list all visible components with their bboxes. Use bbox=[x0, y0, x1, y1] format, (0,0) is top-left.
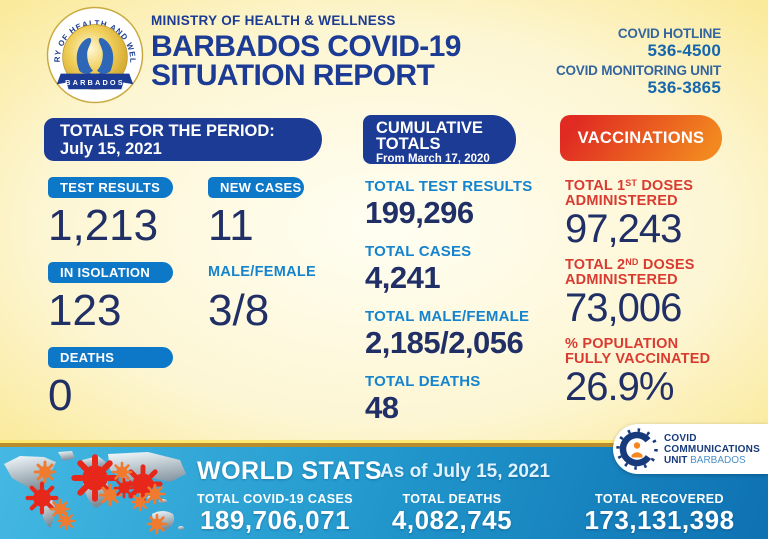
world-recovered-label: TOTAL RECOVERED bbox=[595, 492, 724, 506]
stat-second-doses: TOTAL 2ND DOSES ADMINISTERED 73,006 bbox=[565, 255, 735, 328]
stat-world-recovered: TOTAL RECOVERED 173,131,398 bbox=[572, 492, 747, 534]
ccu-unit-label: UNIT bbox=[664, 454, 688, 466]
second-doses-label-text: TOTAL 2 bbox=[565, 257, 626, 273]
ccu-barbados-label: BARBADOS bbox=[690, 454, 746, 466]
vaccination-stats: TOTAL 1ST DOSES ADMINISTERED 97,243 TOTA… bbox=[565, 176, 735, 413]
fully-vaccinated-label-line2: FULLY VACCINATED bbox=[565, 351, 711, 367]
stat-new-cases: NEW CASES 11 bbox=[208, 177, 304, 248]
report-title-line1: BARBADOS COVID-19 bbox=[151, 30, 461, 63]
contact-info: COVID HOTLINE 536-4500 COVID MONITORING … bbox=[556, 26, 721, 100]
cumulative-stats: TOTAL TEST RESULTS 199,296 TOTAL CASES 4… bbox=[365, 178, 560, 438]
ministry-of-health-logo: MINISTRY OF HEALTH AND WELLNESS BARBADOS bbox=[46, 6, 144, 104]
second-doses-label-line1: TOTAL 2ND DOSES bbox=[565, 255, 735, 273]
new-cases-label: NEW CASES bbox=[208, 177, 304, 198]
stat-total-cases: TOTAL CASES 4,241 bbox=[365, 243, 560, 295]
total-male-female-value: 2,185/2,056 bbox=[365, 325, 524, 360]
world-deaths-value: 4,082,745 bbox=[391, 505, 513, 535]
total-cases-label: TOTAL CASES bbox=[365, 243, 472, 260]
cumulative-heading-sub: From March 17, 2020 bbox=[376, 153, 490, 165]
first-doses-label-suffix: DOSES bbox=[637, 178, 694, 194]
first-doses-value: 97,243 bbox=[565, 207, 682, 251]
second-doses-value: 73,006 bbox=[565, 286, 682, 330]
world-cases-label: TOTAL COVID-19 CASES bbox=[197, 492, 353, 506]
first-doses-label-line2: ADMINISTERED bbox=[565, 193, 678, 209]
stat-total-test-results: TOTAL TEST RESULTS 199,296 bbox=[365, 178, 560, 230]
second-doses-label-line2: ADMINISTERED bbox=[565, 272, 678, 288]
new-cases-value: 11 bbox=[208, 201, 254, 250]
deaths-value: 0 bbox=[48, 371, 73, 420]
gold-separator-line bbox=[0, 440, 768, 443]
period-heading-line2: July 15, 2021 bbox=[60, 140, 162, 158]
stat-test-results: TEST RESULTS 1,213 bbox=[48, 177, 173, 248]
in-isolation-value: 123 bbox=[48, 286, 122, 335]
world-cases-value: 189,706,071 bbox=[199, 505, 351, 535]
logo-banner-text: BARBADOS bbox=[65, 78, 125, 87]
first-doses-label-text: TOTAL 1 bbox=[565, 178, 626, 194]
test-results-label: TEST RESULTS bbox=[48, 177, 173, 198]
in-isolation-label: IN ISOLATION bbox=[48, 262, 173, 283]
period-heading-line1: TOTALS FOR THE PERIOD: bbox=[60, 122, 275, 140]
first-doses-ordinal: ST bbox=[625, 178, 638, 188]
cumulative-heading-line1: CUMULATIVE bbox=[376, 119, 483, 137]
logo-banner-ribbon bbox=[56, 73, 134, 90]
vaccinations-heading: VACCINATIONS bbox=[560, 115, 722, 161]
total-cases-value: 4,241 bbox=[365, 260, 441, 295]
covid-communications-unit-badge: COVID COMMUNICATIONS UNIT BARBADOS bbox=[613, 424, 768, 474]
deaths-label: DEATHS bbox=[48, 347, 173, 368]
ccu-badge-text: COVID COMMUNICATIONS UNIT BARBADOS bbox=[664, 433, 760, 466]
male-female-label: MALE/FEMALE bbox=[208, 264, 317, 280]
monitoring-unit-number: 536-3865 bbox=[647, 78, 721, 97]
test-results-value: 1,213 bbox=[48, 201, 159, 250]
virus-gear-icon bbox=[616, 428, 658, 470]
total-deaths-value: 48 bbox=[365, 390, 399, 425]
fully-vaccinated-label-line1: % POPULATION bbox=[565, 334, 735, 352]
ccu-line2: COMMUNICATIONS bbox=[664, 443, 760, 455]
male-female-value: 3/8 bbox=[208, 286, 270, 335]
total-test-results-value: 199,296 bbox=[365, 195, 474, 230]
period-heading: TOTALS FOR THE PERIOD: July 15, 2021 bbox=[44, 118, 322, 161]
fully-vaccinated-value: 26.9% bbox=[565, 365, 674, 409]
stat-total-male-female: TOTAL MALE/FEMALE 2,185/2,056 bbox=[365, 308, 560, 360]
stat-fully-vaccinated: % POPULATION FULLY VACCINATED 26.9% bbox=[565, 334, 735, 409]
stat-world-deaths: TOTAL DEATHS 4,082,745 bbox=[382, 492, 522, 534]
fully-vaccinated-label-text: % POPULATION bbox=[565, 336, 679, 352]
stat-male-female: MALE/FEMALE 3/8 bbox=[208, 262, 316, 333]
report-title-line2: SITUATION REPORT bbox=[151, 59, 435, 92]
world-recovered-value: 173,131,398 bbox=[584, 505, 735, 535]
stat-in-isolation: IN ISOLATION 123 bbox=[48, 262, 173, 333]
cumulative-heading: CUMULATIVE TOTALS From March 17, 2020 bbox=[363, 115, 516, 165]
world-map bbox=[4, 451, 186, 535]
total-deaths-label: TOTAL DEATHS bbox=[365, 373, 481, 390]
ccu-line3: UNIT BARBADOS bbox=[664, 455, 760, 466]
cumulative-heading-line2: TOTALS bbox=[376, 135, 441, 153]
total-male-female-label: TOTAL MALE/FEMALE bbox=[365, 308, 530, 325]
world-stats-date: As of July 15, 2021 bbox=[380, 461, 551, 482]
second-doses-ordinal: ND bbox=[625, 257, 639, 267]
world-stats-title: WORLD STATS bbox=[197, 457, 383, 485]
total-test-results-label: TOTAL TEST RESULTS bbox=[365, 178, 533, 195]
hotline-number: 536-4500 bbox=[647, 41, 721, 60]
monitoring-unit-label: COVID MONITORING UNIT bbox=[555, 63, 721, 78]
stat-world-cases: TOTAL COVID-19 CASES 189,706,071 bbox=[190, 492, 360, 534]
first-doses-label-line1: TOTAL 1ST DOSES bbox=[565, 176, 735, 194]
stat-deaths: DEATHS 0 bbox=[48, 347, 173, 418]
stat-first-doses: TOTAL 1ST DOSES ADMINISTERED 97,243 bbox=[565, 176, 735, 249]
hotline-label: COVID HOTLINE bbox=[617, 26, 721, 41]
world-deaths-label: TOTAL DEATHS bbox=[402, 492, 502, 506]
stat-total-deaths: TOTAL DEATHS 48 bbox=[365, 373, 560, 425]
ministry-name: MINISTRY OF HEALTH & WELLNESS bbox=[151, 13, 396, 28]
second-doses-label-suffix: DOSES bbox=[638, 257, 695, 273]
report-header: MINISTRY OF HEALTH & WELLNESS BARBADOS C… bbox=[151, 13, 461, 92]
ccu-line1: COVID bbox=[664, 432, 697, 444]
